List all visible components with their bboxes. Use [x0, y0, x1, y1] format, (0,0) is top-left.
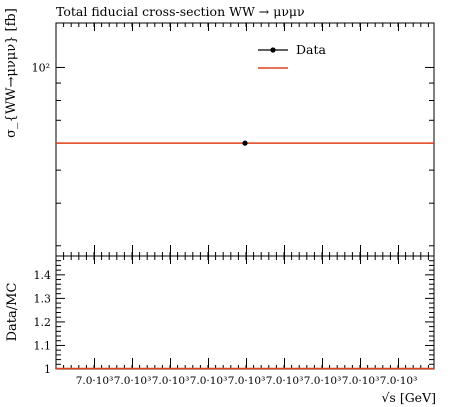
ratio-y-tick-label: 1.2	[34, 316, 52, 329]
main-panel: Total fiducial cross-section WW → μνμν σ…	[4, 4, 435, 257]
main-plot-frame	[55, 22, 435, 257]
ratio-y-tick-label: 1.4	[34, 269, 52, 282]
y-tick-label: 10²	[32, 61, 50, 74]
data-point	[242, 140, 248, 146]
x-tick-label: 7.0·10³	[266, 375, 304, 387]
x-tick-label: 7.0·10³	[190, 375, 228, 387]
ratio-y-axis-label: Data/MC	[5, 283, 20, 342]
ratio-y-tick-label: 1	[44, 363, 51, 376]
ratio-plot-frame	[55, 255, 435, 370]
ratio-y-tick-label: 1.3	[34, 292, 52, 305]
x-axis-label: √s [GeV]	[381, 390, 436, 405]
x-tick-label: 7.0·10³	[380, 375, 418, 387]
main-y-axis-label: σ_{WW→μνμν} [fb]	[4, 8, 19, 138]
ratio-panel: Data/MC 11.11.21.31.4 7.0·10³ 7.0·10³ 7.0·…	[5, 255, 436, 405]
legend-data-marker	[270, 47, 276, 53]
chart-title: Total fiducial cross-section WW → μνμν	[56, 4, 305, 19]
legend-data-label: Data	[296, 42, 326, 57]
x-tick-label: 7.0·10³	[114, 375, 152, 387]
ratio-y-tick-label: 1.1	[34, 339, 52, 352]
x-tick-label: 7.0·10³	[152, 375, 190, 387]
x-tick-label: 7.0·10³	[304, 375, 342, 387]
legend: Data	[258, 42, 326, 69]
x-tick-label: 7.0·10³	[76, 375, 114, 387]
x-tick-label: 7.0·10³	[228, 375, 266, 387]
x-tick-label: 7.0·10³	[342, 375, 380, 387]
